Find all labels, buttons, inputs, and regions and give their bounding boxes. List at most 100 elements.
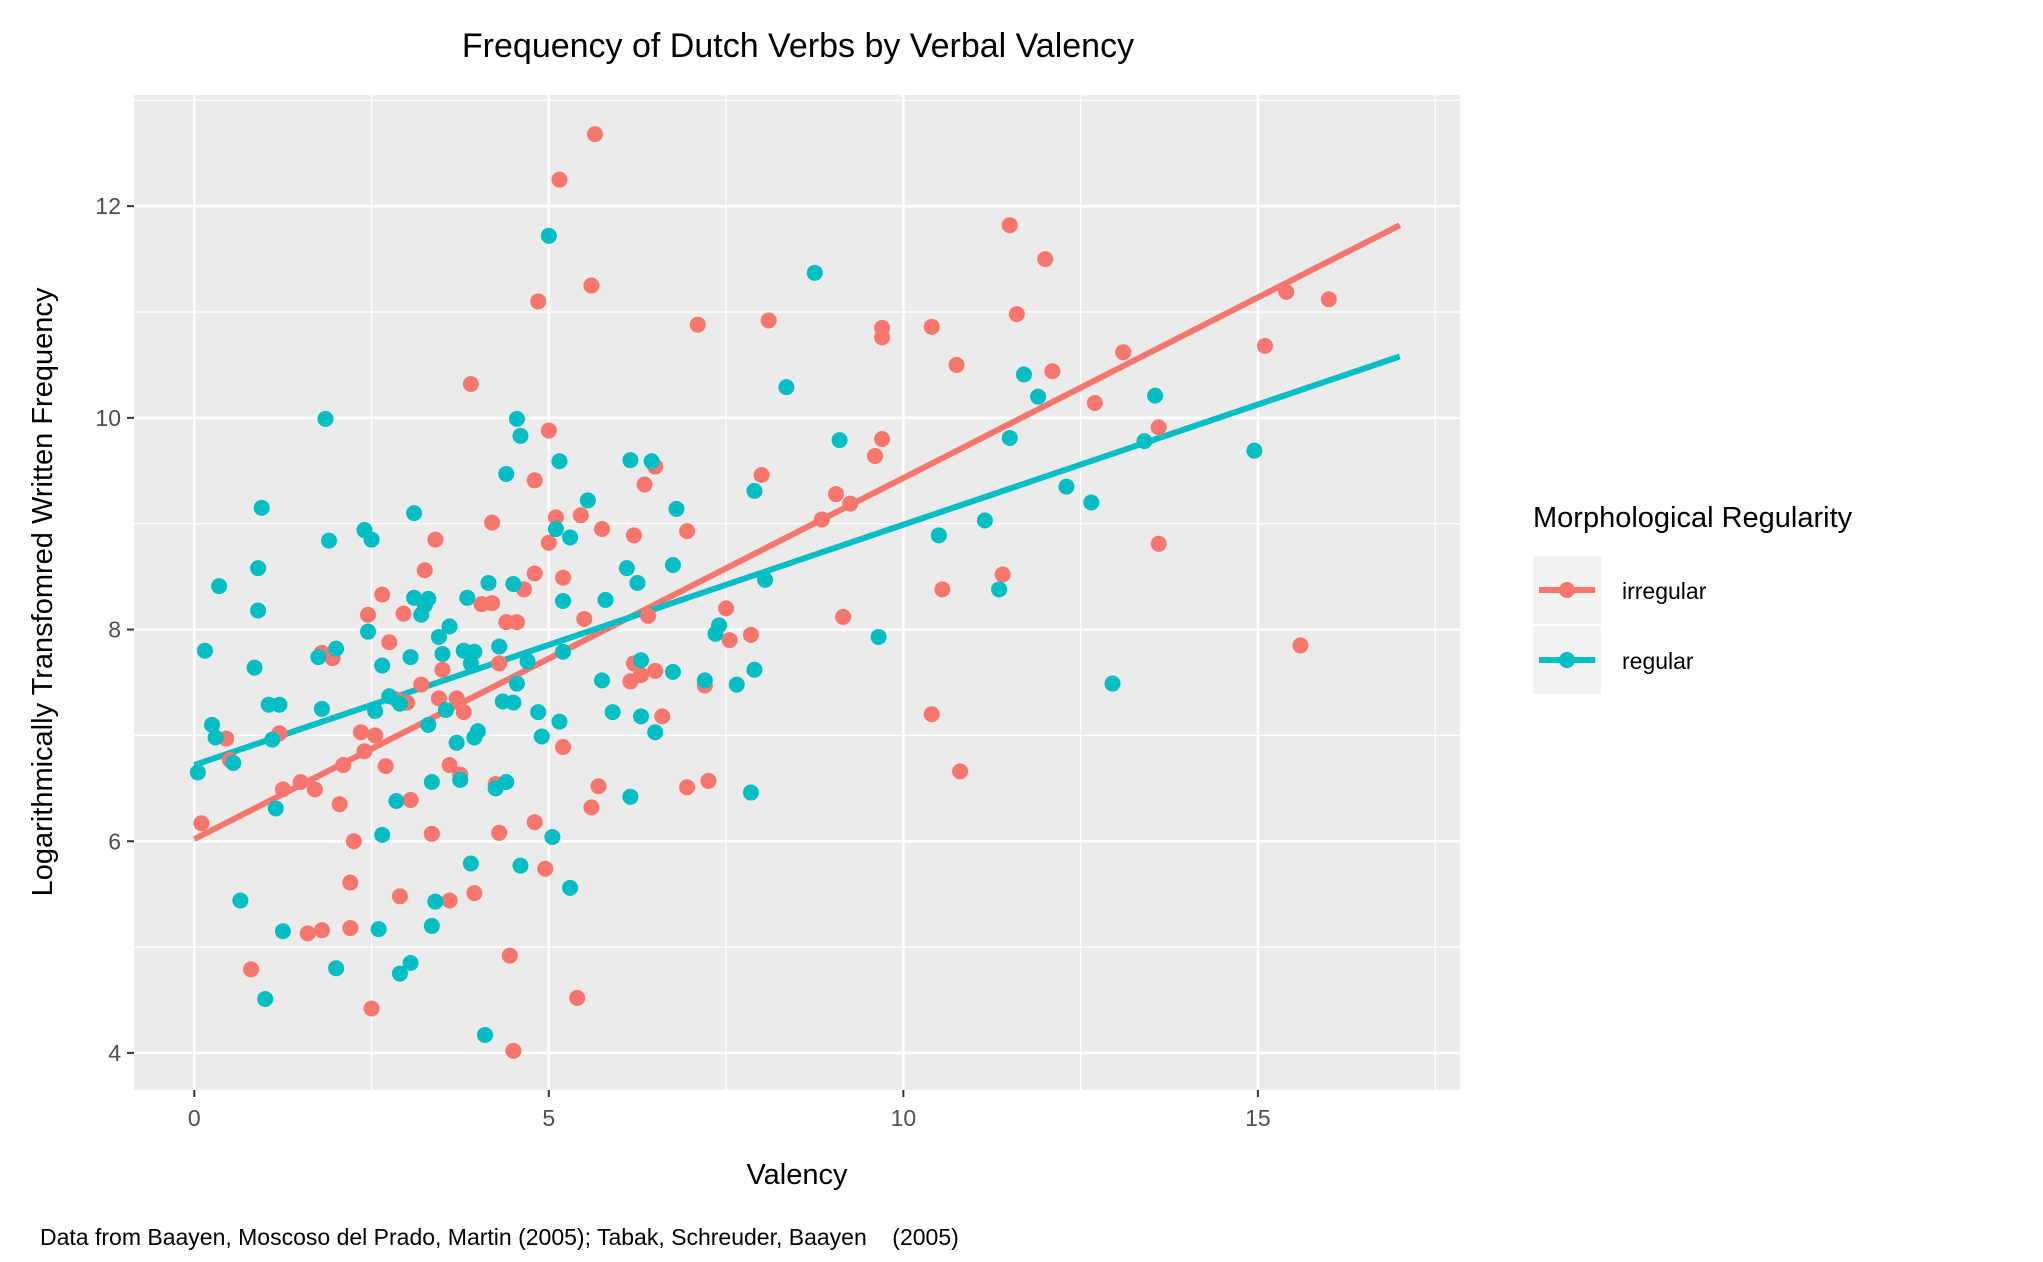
point-irregular	[994, 566, 1011, 583]
point-regular	[253, 499, 270, 516]
point-regular	[406, 505, 423, 522]
point-regular	[728, 676, 745, 693]
legend-title: Morphological Regularity	[1533, 502, 1853, 534]
point-regular	[462, 855, 479, 872]
point-irregular	[299, 925, 316, 942]
point-regular	[664, 663, 681, 680]
point-irregular	[583, 799, 600, 816]
point-irregular	[402, 791, 419, 808]
point-irregular	[586, 126, 603, 143]
point-irregular	[367, 727, 384, 744]
point-regular	[391, 695, 408, 712]
point-irregular	[391, 888, 408, 905]
point-irregular	[647, 662, 664, 679]
point-irregular	[700, 772, 717, 789]
point-irregular	[243, 961, 259, 978]
point-regular	[246, 659, 263, 676]
point-irregular	[381, 634, 398, 651]
point-regular	[555, 592, 571, 609]
point-regular	[668, 500, 685, 517]
point-regular	[1147, 387, 1164, 404]
point-irregular	[377, 758, 394, 775]
point-regular	[370, 921, 387, 938]
point-irregular	[395, 605, 412, 622]
point-regular	[746, 661, 763, 678]
point-regular	[317, 410, 334, 427]
point-regular	[622, 788, 639, 805]
point-regular	[491, 638, 508, 655]
point-regular	[469, 723, 486, 740]
point-irregular	[679, 523, 696, 540]
point-regular	[1030, 388, 1047, 405]
point-irregular	[551, 171, 568, 188]
point-regular	[1083, 494, 1100, 511]
point-irregular	[742, 626, 759, 643]
point-regular	[991, 581, 1008, 598]
point-irregular	[448, 690, 465, 707]
point-regular	[264, 731, 281, 748]
caption: Data from Baayen, Moscoso del Prado, Mar…	[40, 1224, 959, 1250]
axes: 0 5 10 15 4 6 8 10 12	[95, 193, 1270, 1131]
point-regular	[711, 617, 727, 634]
point-irregular	[363, 1000, 380, 1017]
point-regular	[207, 729, 224, 746]
point-irregular	[413, 676, 430, 693]
point-regular	[831, 432, 848, 449]
point-regular	[562, 529, 579, 546]
point-regular	[477, 1026, 493, 1043]
point-regular	[225, 754, 242, 771]
point-irregular	[434, 661, 451, 678]
point-irregular	[625, 527, 642, 544]
point-regular	[367, 703, 384, 720]
legend: Morphological Regularity irregular regul…	[1533, 502, 1853, 694]
point-irregular	[721, 632, 738, 649]
point-irregular	[1278, 283, 1295, 300]
point-irregular	[874, 329, 891, 346]
point-regular	[267, 800, 284, 817]
point-regular	[512, 427, 529, 444]
point-regular	[533, 728, 550, 745]
point-regular	[232, 892, 249, 909]
point-regular	[629, 574, 646, 591]
point-regular	[597, 591, 614, 608]
x-tick-label: 5	[542, 1105, 555, 1131]
point-regular	[551, 713, 568, 730]
point-regular	[448, 734, 465, 751]
point-irregular	[572, 507, 589, 524]
point-regular	[1104, 675, 1121, 692]
point-irregular	[1037, 251, 1054, 268]
point-irregular	[427, 531, 444, 548]
point-regular	[257, 990, 274, 1007]
point-irregular	[1086, 395, 1103, 412]
point-regular	[420, 716, 437, 733]
point-regular	[402, 954, 419, 971]
point-regular	[434, 645, 451, 662]
point-irregular	[923, 706, 940, 723]
point-regular	[1058, 478, 1075, 495]
point-regular	[633, 708, 649, 725]
point-irregular	[923, 318, 940, 335]
point-regular	[746, 482, 763, 499]
point-regular	[388, 793, 405, 810]
point-regular	[508, 410, 525, 427]
data-points	[189, 126, 1337, 1059]
point-irregular	[342, 874, 359, 891]
point-regular	[547, 520, 564, 537]
point-irregular	[1257, 337, 1273, 354]
point-irregular	[934, 581, 951, 598]
point-irregular	[1150, 535, 1167, 552]
point-regular	[505, 694, 522, 711]
point-regular	[360, 623, 376, 640]
point-regular	[555, 643, 571, 660]
point-irregular	[530, 293, 547, 310]
point-regular	[250, 560, 267, 577]
point-regular	[519, 653, 536, 670]
point-regular	[594, 672, 610, 689]
point-irregular	[1320, 291, 1337, 308]
point-regular	[643, 453, 660, 470]
point-irregular	[828, 486, 844, 503]
point-irregular	[274, 781, 291, 798]
point-regular	[604, 704, 621, 721]
point-irregular	[948, 356, 965, 373]
